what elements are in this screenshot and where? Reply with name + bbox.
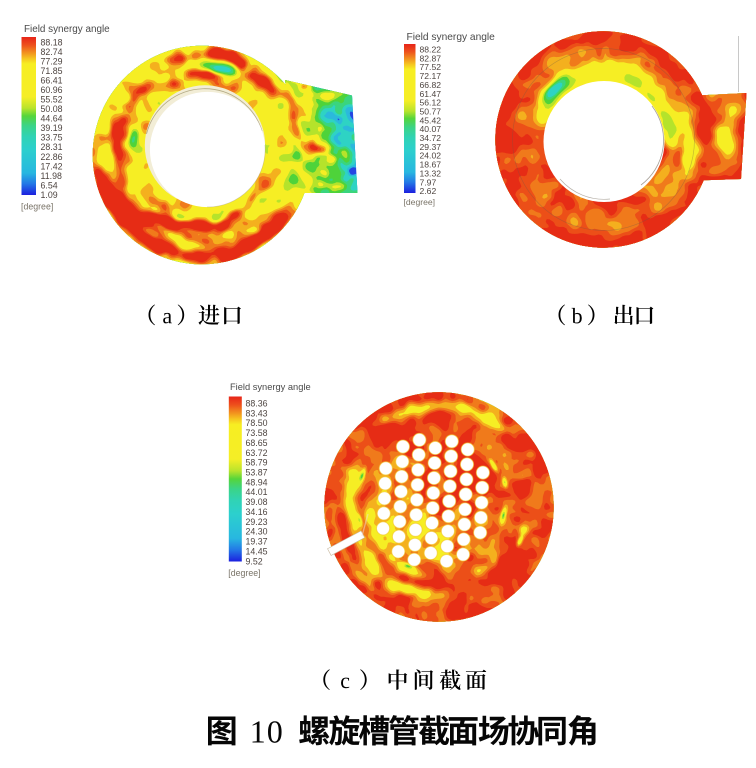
svg-text:55.52: 55.52: [41, 95, 63, 105]
svg-text:88.36: 88.36: [246, 398, 268, 408]
svg-text:61.47: 61.47: [420, 89, 442, 99]
svg-text:60.96: 60.96: [41, 85, 63, 95]
svg-text:Field synergy angle: Field synergy angle: [24, 24, 110, 35]
svg-text:[degree]: [degree]: [21, 201, 53, 211]
svg-text:44.64: 44.64: [41, 114, 63, 124]
svg-text:39.19: 39.19: [41, 123, 63, 133]
svg-text:14.45: 14.45: [246, 546, 268, 556]
svg-text:50.08: 50.08: [41, 104, 63, 114]
svg-text:6.54: 6.54: [41, 180, 58, 190]
svg-text:63.72: 63.72: [246, 448, 268, 458]
svg-text:24.30: 24.30: [246, 527, 268, 537]
svg-text:77.29: 77.29: [41, 56, 63, 66]
svg-text:29.23: 29.23: [246, 517, 268, 527]
svg-text:83.43: 83.43: [246, 408, 268, 418]
svg-text:1.09: 1.09: [41, 190, 58, 200]
svg-text:39.08: 39.08: [246, 497, 268, 507]
svg-text:29.37: 29.37: [420, 142, 442, 152]
svg-text:17.42: 17.42: [41, 161, 63, 171]
svg-text:68.65: 68.65: [246, 438, 268, 448]
svg-text:50.77: 50.77: [420, 106, 442, 116]
svg-text:72.17: 72.17: [420, 71, 442, 81]
svg-text:[degree]: [degree]: [228, 568, 260, 578]
svg-text:82.74: 82.74: [41, 47, 63, 57]
svg-text:58.79: 58.79: [246, 458, 268, 468]
svg-text:88.22: 88.22: [420, 45, 442, 55]
svg-text:Field synergy angle: Field synergy angle: [230, 382, 311, 392]
svg-text:13.32: 13.32: [420, 168, 442, 178]
svg-text:33.75: 33.75: [41, 133, 63, 143]
svg-text:22.86: 22.86: [41, 152, 63, 162]
svg-text:28.31: 28.31: [41, 142, 63, 152]
svg-text:53.87: 53.87: [246, 467, 268, 477]
svg-text:77.52: 77.52: [420, 62, 442, 72]
svg-text:Field synergy angle: Field synergy angle: [407, 32, 496, 43]
svg-text:66.41: 66.41: [41, 76, 63, 86]
svg-text:48.94: 48.94: [246, 477, 268, 487]
svg-text:88.18: 88.18: [41, 37, 63, 47]
svg-text:34.72: 34.72: [420, 133, 442, 143]
svg-text:2.62: 2.62: [420, 186, 437, 196]
svg-text:45.42: 45.42: [420, 115, 442, 125]
svg-text:78.50: 78.50: [246, 418, 268, 428]
svg-text:71.85: 71.85: [41, 66, 63, 76]
svg-text:9.52: 9.52: [246, 556, 263, 566]
svg-text:73.58: 73.58: [246, 428, 268, 438]
svg-text:[degree]: [degree]: [404, 197, 436, 207]
svg-text:40.07: 40.07: [420, 124, 442, 134]
svg-text:18.67: 18.67: [420, 160, 442, 170]
svg-text:82.87: 82.87: [420, 53, 442, 63]
svg-text:56.12: 56.12: [420, 98, 442, 108]
svg-text:11.98: 11.98: [41, 171, 62, 181]
svg-text:66.82: 66.82: [420, 80, 442, 90]
svg-text:24.02: 24.02: [420, 151, 442, 161]
svg-text:34.16: 34.16: [246, 507, 268, 517]
svg-text:44.01: 44.01: [246, 487, 268, 497]
svg-text:19.37: 19.37: [246, 537, 268, 547]
svg-text:7.97: 7.97: [420, 177, 437, 187]
